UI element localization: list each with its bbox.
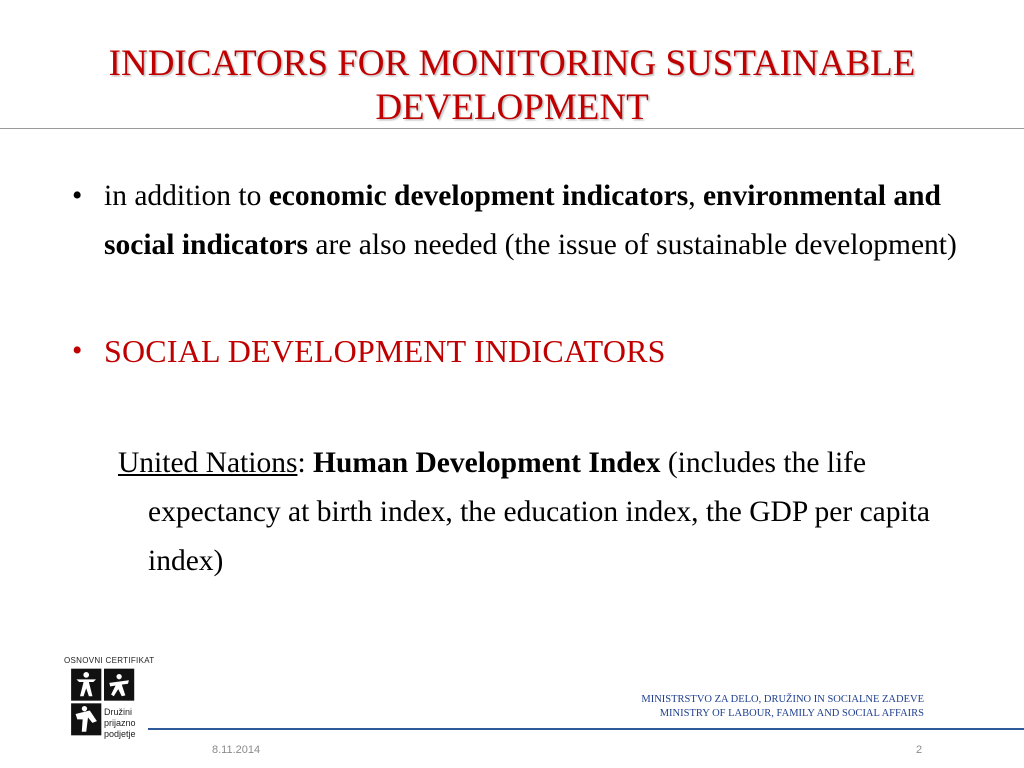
logo-line-2: prijazno — [104, 718, 136, 728]
logo-text: Družini prijazno podjetje — [104, 707, 136, 740]
social-indicators-heading: SOCIAL DEVELOPMENT INDICATORS — [104, 333, 666, 369]
index-name: Human Development Index — [313, 447, 661, 479]
footer-date: 8.11.2014 — [212, 744, 261, 756]
bullet-item-indicators: • in addition to economic development in… — [72, 172, 972, 270]
bullet1-text-3: are also needed (the issue of sustainabl… — [308, 229, 957, 261]
title-divider — [0, 128, 1024, 129]
bullet1-text-2: , — [688, 180, 703, 212]
family-friendly-logo — [71, 668, 135, 736]
logo-caption: OSNOVNI CERTIFIKAT — [64, 656, 155, 665]
bullet1-bold-economic: economic development indicators — [268, 180, 689, 212]
org-name: United Nations — [118, 447, 298, 479]
ministry-name-en: MINISTRY OF LABOUR, FAMILY AND SOCIAL AF… — [659, 708, 924, 719]
org-colon: : — [297, 447, 314, 479]
bullet-icon: • — [72, 180, 83, 212]
index-description: (includes the life expectancy at birth i… — [148, 447, 931, 577]
bullet-icon: • — [72, 335, 83, 367]
bullet-list: • in addition to economic development in… — [72, 172, 972, 378]
logo-line-3: podjetje — [104, 729, 136, 739]
logo-line-1: Družini — [104, 707, 133, 717]
bullet1-bold-environmental: environmental and social indicators — [104, 180, 941, 261]
footer-divider — [148, 728, 1024, 730]
hdi-paragraph: United Nations: Human Development Index … — [118, 439, 948, 586]
page-number: 2 — [916, 744, 923, 756]
bullet1-text-1: in addition to — [104, 180, 269, 212]
slide-title: INDICATORS FOR MONITORING SUSTAINABLE DE… — [108, 43, 916, 128]
bullet-item-social: • SOCIAL DEVELOPMENT INDICATORS — [72, 327, 972, 378]
ministry-name: MINISTRSTVO ZA DELO, DRUŽINO IN SOCIALNE… — [641, 693, 924, 721]
ministry-name-si: MINISTRSTVO ZA DELO, DRUŽINO IN SOCIALNE… — [641, 694, 924, 705]
